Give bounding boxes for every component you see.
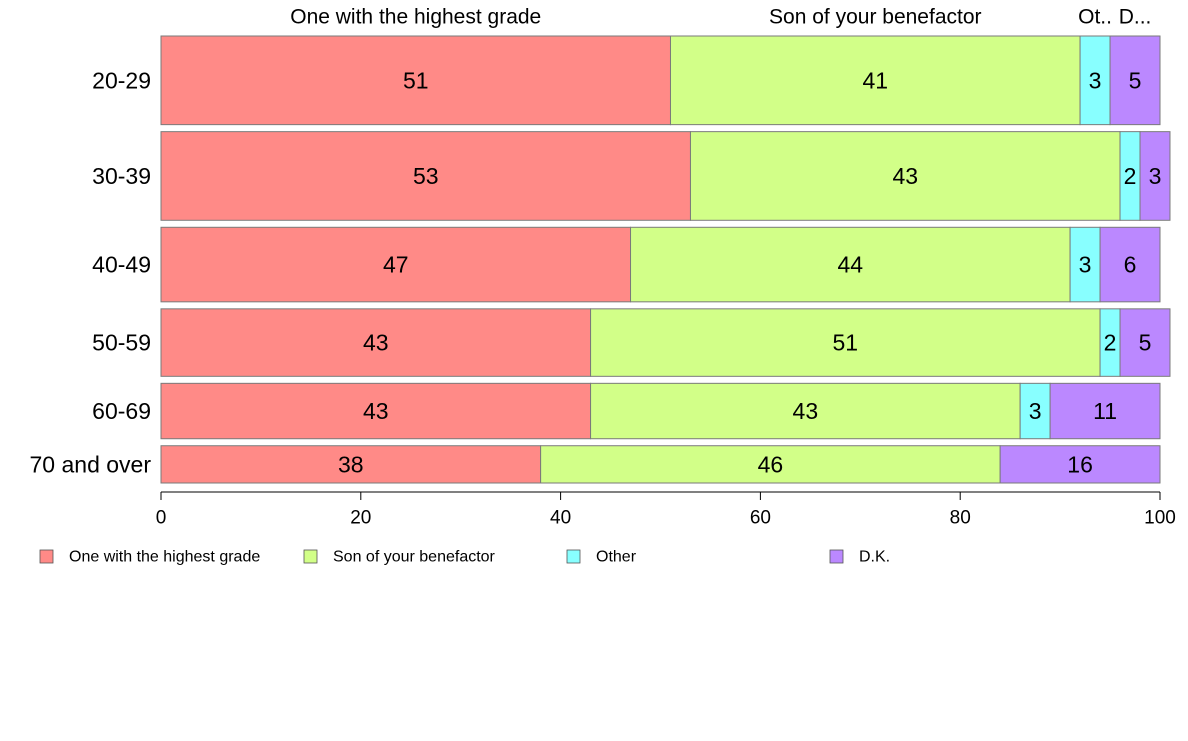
bar-segment	[1139, 131, 1171, 221]
x-tick-label: 100	[1144, 508, 1176, 529]
category-label: 30-39	[92, 163, 151, 189]
data-label: 3	[1079, 252, 1092, 278]
data-label: 16	[1067, 451, 1093, 477]
data-label: 6	[1124, 252, 1137, 278]
data-label: 3	[1089, 67, 1102, 93]
x-axis: 0 20 40 60 80 100	[156, 491, 1176, 529]
category-label: 60-69	[92, 398, 151, 424]
bar-segment	[1079, 35, 1111, 126]
x-tick-label: 60	[750, 508, 771, 529]
series-top-label: Son of your benefactor	[769, 6, 981, 29]
x-tick-label: 40	[550, 508, 571, 529]
series-top-label: D...	[1119, 6, 1152, 29]
bar-segment	[1119, 308, 1171, 377]
data-label: 43	[363, 398, 389, 424]
data-label: 3	[1149, 163, 1162, 189]
data-label: 51	[403, 67, 429, 93]
data-label: 53	[413, 163, 439, 189]
legend-label: D.K.	[859, 549, 890, 566]
bar-segment	[590, 308, 1101, 377]
category-label: 70 and over	[30, 451, 152, 477]
legend-swatch	[303, 549, 318, 564]
category-labels: 20-29 30-39 40-49 50-59 60-69 70 and over	[30, 67, 152, 477]
bar-segment	[669, 35, 1081, 126]
data-label: 46	[758, 451, 784, 477]
bar-segment	[160, 131, 691, 221]
bar-segment	[1109, 35, 1161, 126]
data-label: 2	[1104, 330, 1117, 356]
bar-segment	[160, 226, 632, 303]
legend: One with the highest grade Son of your be…	[39, 549, 890, 566]
bar-segment	[1099, 226, 1161, 303]
data-label: 38	[338, 451, 364, 477]
series-top-labels: One with the highest grade Son of your be…	[290, 6, 1151, 29]
category-label: 20-29	[92, 67, 151, 93]
x-tick-label: 20	[350, 508, 371, 529]
series-top-label: Ot..	[1078, 6, 1112, 29]
bar-segment	[1069, 226, 1101, 303]
legend-label: Other	[596, 549, 637, 566]
bar-segment	[160, 308, 592, 377]
data-label: 41	[862, 67, 888, 93]
data-label: 43	[363, 330, 389, 356]
data-label: 43	[892, 163, 918, 189]
legend-swatch	[829, 549, 844, 564]
bar-segment	[689, 131, 1121, 221]
bar-segment	[1019, 382, 1051, 440]
bar-segment	[630, 226, 1071, 303]
data-label: 43	[793, 398, 819, 424]
bar-segment	[160, 35, 671, 126]
bar-segment	[999, 445, 1161, 484]
data-label: 44	[838, 252, 864, 278]
x-tick-label: 80	[950, 508, 971, 529]
bar-segment	[1049, 382, 1161, 440]
legend-label: One with the highest grade	[69, 549, 260, 566]
category-label: 50-59	[92, 330, 151, 356]
legend-label: Son of your benefactor	[333, 549, 496, 566]
data-label: 5	[1129, 67, 1142, 93]
x-tick-label: 0	[156, 508, 167, 529]
data-label: 2	[1124, 163, 1137, 189]
data-label: 11	[1093, 398, 1117, 424]
series-top-label: One with the highest grade	[290, 6, 541, 29]
category-label: 40-49	[92, 252, 151, 278]
data-label: 5	[1139, 330, 1152, 356]
legend-swatch	[566, 549, 581, 564]
legend-swatch	[39, 549, 54, 564]
data-label: 47	[383, 252, 409, 278]
data-label: 51	[833, 330, 859, 356]
data-label: 3	[1029, 398, 1042, 424]
